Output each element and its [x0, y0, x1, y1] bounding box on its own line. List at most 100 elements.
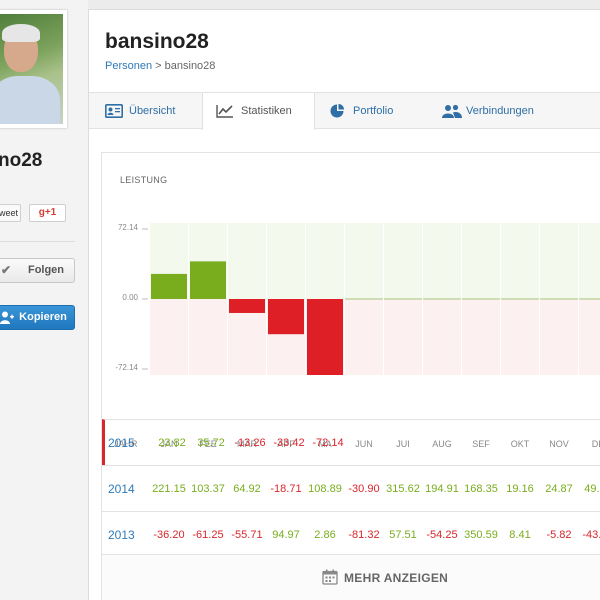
statistics-card: LEISTUNG 72.14 0.00 -72.14 JAHR JAN FEE MÄ…: [101, 152, 600, 600]
sidebar-divider: [0, 241, 75, 242]
column-background-positive: [228, 223, 266, 299]
chart-plot-area: [142, 223, 600, 375]
table-cell: -81.32: [348, 529, 380, 541]
tab-label-portfolio: Portfolio: [353, 105, 394, 117]
x-tick-label: OKT: [510, 439, 530, 449]
x-tick-label: MÄR: [237, 439, 257, 449]
tab-portfolio[interactable]: Portfolio: [329, 93, 425, 129]
follow-button[interactable]: ✔ Folgen: [0, 258, 75, 283]
table-cell: 221.15: [152, 483, 186, 495]
column-background-positive: [501, 223, 539, 299]
column-background-positive: [384, 223, 422, 299]
x-tick-label: FEE: [199, 439, 217, 449]
table-row[interactable]: 2013 -36.20 -61.25 -55.71 94.97 2.86 -81.32 57…: [102, 511, 600, 557]
table-cell: 64.92: [233, 483, 261, 495]
person-plus-icon: [0, 311, 14, 324]
table-cell: 350.59: [464, 529, 498, 541]
breadcrumb-current: bansino28: [164, 60, 216, 72]
column-background-positive: [423, 223, 461, 299]
tweet-button[interactable]: weet: [0, 204, 21, 222]
row-year: 2014: [108, 482, 135, 496]
table-cell: 108.89: [308, 483, 342, 495]
x-tick-label: JUI: [396, 439, 410, 449]
bar-jan: [151, 273, 187, 299]
table-cell: 194.91: [425, 483, 459, 495]
column-background-negative: [384, 299, 422, 375]
table-cell: 57.51: [389, 529, 417, 541]
show-more-label: MEHR ANZEIGEN: [344, 571, 449, 585]
bar-mär: [229, 299, 265, 313]
chart-line-icon: [216, 105, 233, 118]
table-row[interactable]: 2014 221.15 103.37 64.92 -18.71 108.89 -30.90…: [102, 465, 600, 511]
row-year: 2015: [108, 436, 135, 450]
x-tick-label: APF: [277, 439, 295, 449]
x-tick-label: NOV: [549, 439, 569, 449]
avatar-body: [0, 76, 60, 124]
profile-tabs: Übersicht Statistiken Portfolio Verbin: [89, 92, 600, 130]
y-tick-label: 0.00: [122, 293, 138, 302]
tab-label-statistiken: Statistiken: [241, 105, 292, 117]
table-cell: -54.25: [426, 529, 458, 541]
follow-label: Folgen: [27, 264, 65, 276]
overview-icon: [105, 104, 123, 118]
table-cell: -33.42: [273, 437, 305, 449]
show-more-button[interactable]: MEHR ANZEIGEN: [102, 554, 600, 600]
x-tick-label: AUG: [432, 439, 452, 449]
table-cell: 8.41: [509, 529, 531, 541]
y-tick-label: 72.14: [117, 223, 138, 232]
x-axis-label: JAHR: [114, 439, 138, 449]
table-cell: 315.62: [386, 483, 420, 495]
column-background-negative: [150, 299, 188, 375]
bar-apr: [268, 299, 304, 335]
table-cell: 23.82: [158, 437, 186, 449]
table-row[interactable]: 2015 23.82 35.72 -13.26 -33.42 -72.14: [102, 419, 600, 465]
table-cell: 168.35: [464, 483, 498, 495]
chart-title: LEISTUNG: [120, 175, 168, 185]
table-cell: 19.16: [506, 483, 534, 495]
table-cell: 49.60: [584, 483, 600, 495]
copy-button[interactable]: Kopieren: [0, 305, 75, 330]
table-cell: -5.82: [546, 529, 572, 541]
column-background-positive: [267, 223, 305, 299]
column-background-negative: [501, 299, 539, 375]
checkmark-icon: ✔: [1, 263, 12, 277]
column-background-positive: [306, 223, 344, 299]
table-cell: -18.71: [270, 483, 302, 495]
tab-uebersicht[interactable]: Übersicht: [105, 93, 201, 129]
tab-statistiken[interactable]: Statistiken: [202, 93, 315, 130]
x-tick-label: JAN: [160, 439, 178, 449]
column-background-negative: [345, 299, 383, 375]
x-tick-label: MA: [318, 439, 332, 449]
pie-chart-icon: [330, 104, 344, 118]
profile-sidebar: no28 weet g+1 ✔ Folgen Kopieren: [0, 0, 88, 600]
copy-label: Kopieren: [19, 311, 67, 323]
x-tick-label: SEF: [472, 439, 490, 449]
people-icon: [442, 104, 462, 118]
breadcrumb-separator: >: [152, 60, 165, 72]
column-background-negative: [579, 299, 600, 375]
column-background-positive: [462, 223, 500, 299]
table-cell: -61.25: [192, 529, 224, 541]
table-cell: 2.86: [314, 529, 336, 541]
column-background-positive: [540, 223, 578, 299]
bar-mai: [307, 299, 343, 375]
y-tick-label: -72.14: [115, 363, 138, 372]
table-cell: 94.97: [272, 529, 300, 541]
tab-label-uebersicht: Übersicht: [129, 105, 176, 117]
bar-feb: [190, 261, 226, 299]
avatar-hair: [2, 24, 40, 42]
google-plus-button[interactable]: g+1: [29, 204, 66, 222]
breadcrumb-link-personen[interactable]: Personen: [105, 60, 153, 72]
breadcrumb: Personen > bansino28: [105, 60, 215, 72]
table-cell: -13.26: [234, 437, 266, 449]
profile-avatar[interactable]: [0, 10, 67, 128]
main-panel: bansino28 Personen > bansino28 Übersicht…: [88, 9, 600, 600]
column-background-negative: [189, 299, 227, 375]
column-background-negative: [462, 299, 500, 375]
table-cell: -72.14: [312, 437, 344, 449]
x-tick-label: JUN: [355, 439, 373, 449]
tab-verbindungen[interactable]: Verbindungen: [442, 93, 572, 129]
column-background-positive: [345, 223, 383, 299]
x-tick-label: DE: [591, 439, 600, 449]
sidebar-profile-name: no28: [0, 150, 43, 171]
